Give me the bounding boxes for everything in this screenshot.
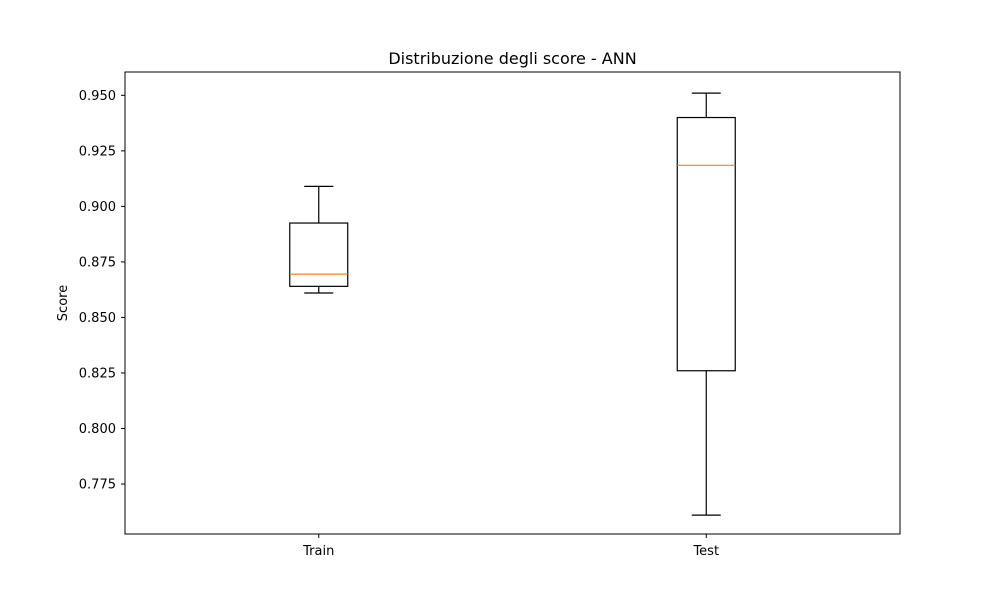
y-tick-label: 0.875 bbox=[79, 255, 116, 270]
y-tick-label: 0.775 bbox=[79, 478, 116, 493]
box-test bbox=[676, 116, 736, 372]
box-train bbox=[289, 222, 349, 287]
y-axis-label: Score bbox=[56, 285, 71, 321]
y-tick-label: 0.950 bbox=[79, 89, 116, 104]
x-tick-label-test: Test bbox=[692, 544, 719, 559]
plot-area: 0.775 0.800 0.825 0.850 0.875 0.900 0.925 0.950… bbox=[79, 71, 901, 559]
y-tick-label: 0.900 bbox=[79, 200, 116, 215]
chart-title: Distribuzione degli score - ANN bbox=[388, 49, 636, 68]
y-tick-label: 0.850 bbox=[79, 311, 116, 326]
x-tick-label-train: Train bbox=[302, 544, 334, 559]
y-tick-label: 0.825 bbox=[79, 366, 116, 381]
y-tick-label: 0.925 bbox=[79, 144, 116, 159]
axes-frame bbox=[124, 71, 901, 535]
y-tick-label: 0.800 bbox=[79, 422, 116, 437]
